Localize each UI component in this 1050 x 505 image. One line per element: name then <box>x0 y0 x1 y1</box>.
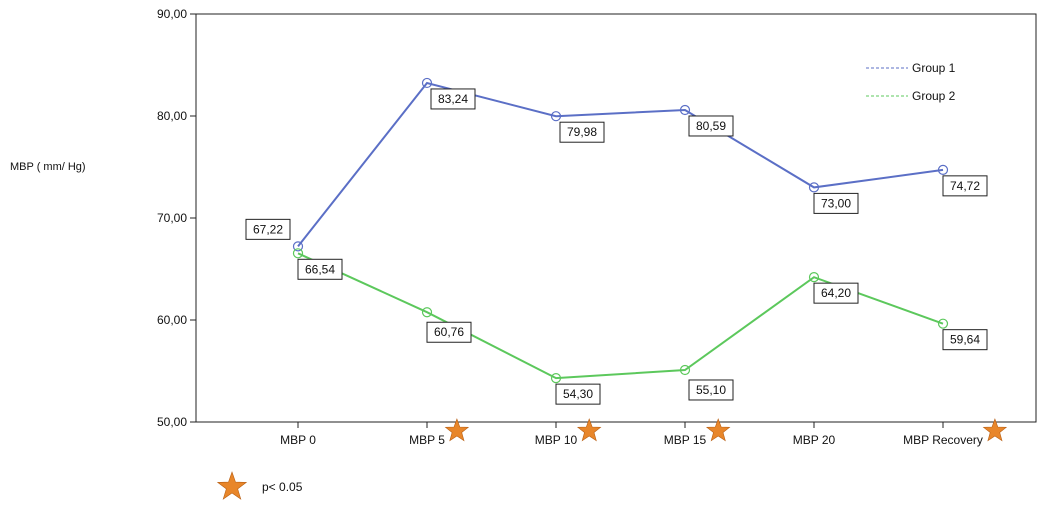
y-tick-label: 80,00 <box>157 109 187 123</box>
x-tick-label: MBP 15 <box>664 433 707 447</box>
x-tick-label: MBP 10 <box>535 433 578 447</box>
data-label: 64,20 <box>821 286 851 300</box>
x-axis: MBP 0 MBP 5 MBP 10 MBP 15 MBP 20 MBP Recovery <box>280 418 1008 447</box>
data-label: 83,24 <box>438 92 468 106</box>
x-tick-label: MBP 0 <box>280 433 316 447</box>
data-label: 74,72 <box>950 179 980 193</box>
data-label: 59,64 <box>950 333 980 347</box>
data-label: 80,59 <box>696 119 726 133</box>
y-tick-label: 70,00 <box>157 211 187 225</box>
data-label-box <box>942 329 988 351</box>
y-tick-label: 50,00 <box>157 415 187 429</box>
data-label: 54,30 <box>563 387 593 401</box>
legend: Group 1 Group 2 <box>866 61 956 103</box>
data-point <box>292 248 304 259</box>
significance-star-icon <box>982 418 1008 442</box>
significance-star-icon <box>576 418 602 442</box>
x-tick-label: MBP 20 <box>793 433 836 447</box>
series-line-2 <box>297 252 944 380</box>
data-label-box <box>813 192 859 214</box>
data-label-box <box>942 175 988 197</box>
data-labels: 67,22 83,24 79,98 80,59 73,00 74,72 66,54 60,76… <box>245 88 988 405</box>
data-label-box <box>813 282 859 304</box>
data-label-box <box>688 115 734 137</box>
data-point <box>421 77 433 89</box>
y-axis: 50,00 60,00 70,00 80,00 90,00 <box>157 7 196 429</box>
data-label: 60,76 <box>434 325 464 339</box>
significance-note: p< 0.05 <box>216 471 303 500</box>
data-point <box>808 272 820 283</box>
data-label-box <box>688 379 734 401</box>
plot-border <box>195 13 1037 423</box>
x-tick-label: MBP Recovery <box>903 433 983 447</box>
plot-frame <box>195 13 1037 423</box>
data-label-box <box>430 88 476 110</box>
y-tick-label: 60,00 <box>157 313 187 327</box>
data-point <box>421 307 433 318</box>
series-layer <box>292 77 949 384</box>
data-label-box <box>555 383 601 405</box>
data-label-box <box>426 321 472 343</box>
y-tick-label: 90,00 <box>157 7 187 21</box>
data-label: 55,10 <box>696 383 726 397</box>
data-point <box>679 364 691 376</box>
data-label-box <box>559 121 605 143</box>
data-label: 66,54 <box>305 262 335 276</box>
data-label: 67,22 <box>253 222 283 236</box>
x-tick-label: MBP 5 <box>409 433 445 447</box>
y-axis-label: MBP ( mm/ Hg) <box>10 161 86 173</box>
data-point <box>550 373 562 384</box>
data-label-box <box>245 218 291 240</box>
legend-label: Group 2 <box>912 89 956 103</box>
data-point <box>937 164 949 175</box>
data-point <box>937 318 949 329</box>
data-point <box>550 111 562 122</box>
data-point <box>679 104 691 116</box>
data-label-box <box>297 258 343 280</box>
legend-label: Group 1 <box>912 61 956 75</box>
data-point <box>292 241 304 252</box>
note-text: p< 0.05 <box>262 480 303 494</box>
data-label: 73,00 <box>821 196 851 210</box>
significance-star-icon <box>705 418 731 442</box>
series-line-1 <box>297 81 944 248</box>
note-star-icon <box>216 471 248 500</box>
data-label: 79,98 <box>567 125 597 139</box>
data-point <box>808 182 820 193</box>
significance-star-icon <box>444 418 470 442</box>
